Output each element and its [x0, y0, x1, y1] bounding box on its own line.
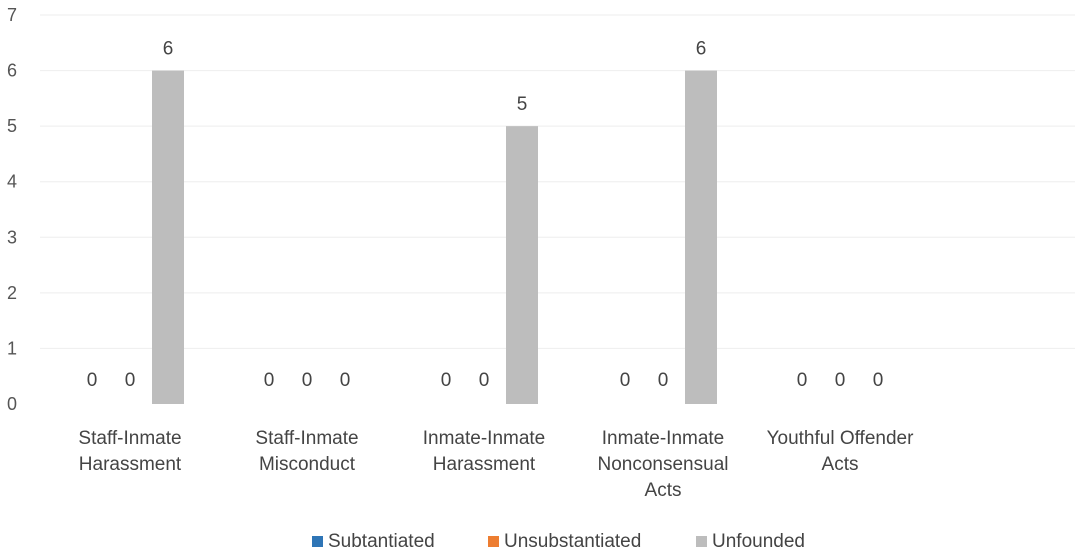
legend-swatch [488, 536, 499, 547]
data-label: 0 [620, 370, 631, 391]
x-category-label: Staff-Inmate Misconduct [255, 428, 358, 475]
data-label: 0 [125, 370, 136, 391]
data-label: 6 [696, 39, 707, 60]
legend-label: Unsubstantiated [504, 531, 641, 552]
legend-swatch [696, 536, 707, 547]
legend: Subtantiated Unsubstantiated Unfounded [312, 531, 805, 552]
data-labels: 0 0 6 0 0 0 0 0 5 0 0 6 0 0 0 [87, 39, 884, 391]
y-tick-label: 2 [7, 283, 17, 303]
data-label: 0 [658, 370, 669, 391]
x-category-label: Youthful Offender Acts [767, 428, 915, 475]
bar-unfounded [152, 70, 184, 405]
bar-unfounded [685, 70, 717, 405]
y-tick-label: 3 [7, 227, 17, 247]
data-label: 0 [441, 370, 452, 391]
data-label: 0 [873, 370, 884, 391]
x-axis: Staff-Inmate Harassment Staff-Inmate Miscon… [78, 428, 914, 501]
y-tick-label: 4 [7, 172, 17, 192]
data-label: 0 [797, 370, 808, 391]
y-tick-label: 7 [7, 5, 17, 25]
y-axis: 0 1 2 3 4 5 6 7 [7, 5, 17, 414]
data-label: 0 [264, 370, 275, 391]
legend-swatch [312, 536, 323, 547]
y-tick-label: 6 [7, 61, 17, 81]
data-label: 0 [835, 370, 846, 391]
data-label: 0 [479, 370, 490, 391]
x-category-label: Staff-Inmate Harassment [78, 428, 182, 475]
gridlines [40, 14, 1075, 349]
y-tick-label: 0 [7, 394, 17, 414]
data-label: 6 [163, 39, 174, 60]
bar-unfounded [506, 126, 538, 405]
data-label: 0 [302, 370, 313, 391]
x-category-label: Inmate-Inmate Harassment [423, 428, 546, 475]
legend-label: Unfounded [712, 531, 805, 552]
data-label: 5 [517, 94, 528, 115]
data-label: 0 [340, 370, 351, 391]
bars [152, 70, 717, 405]
data-label: 0 [87, 370, 98, 391]
x-category-label: Inmate-Inmate Nonconsensual Acts [598, 428, 729, 501]
y-tick-label: 1 [7, 338, 17, 358]
y-tick-label: 5 [7, 116, 17, 136]
legend-label: Subtantiated [328, 531, 435, 552]
